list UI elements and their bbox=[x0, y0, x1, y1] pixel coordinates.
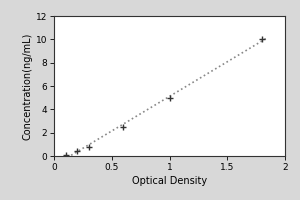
Y-axis label: Concentration(ng/mL): Concentration(ng/mL) bbox=[23, 32, 33, 140]
X-axis label: Optical Density: Optical Density bbox=[132, 176, 207, 186]
